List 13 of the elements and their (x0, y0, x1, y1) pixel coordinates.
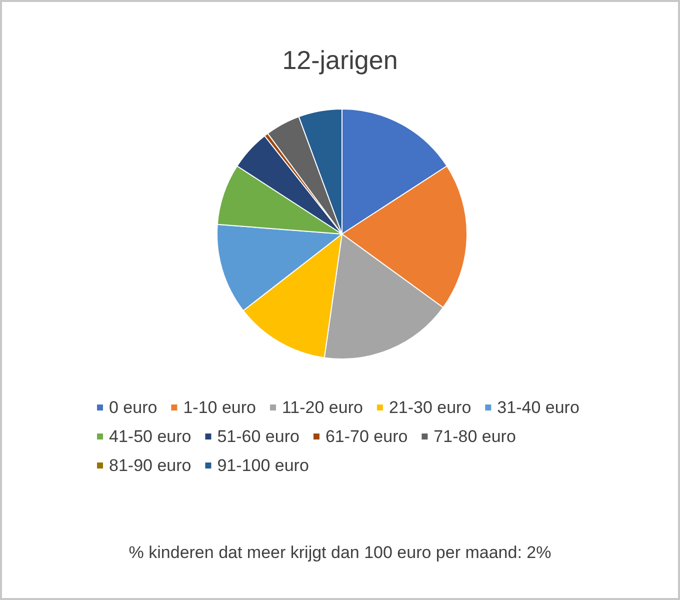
legend-label: 11-20 euro (282, 398, 363, 417)
legend-label: 61-70 euro (325, 427, 408, 446)
legend-label: 51-60 euro (217, 427, 300, 446)
legend-label: 71-80 euro (434, 427, 516, 446)
legend-label: 41-50 euro (109, 427, 192, 446)
legend-label: 31-40 euro (497, 398, 580, 417)
legend-label: 81-90 euro (109, 456, 192, 475)
legend-label: 21-30 euro (388, 398, 472, 417)
legend-label: 1-10 euro (183, 398, 256, 417)
legend-label: 0 euro (109, 398, 158, 417)
chart-title: 12-jarigen (282, 45, 398, 75)
text: % kinderen dat meer krijgt dan 100 euro per maand: 2% (128, 543, 552, 562)
legend-label: 91-100 euro (217, 456, 309, 475)
